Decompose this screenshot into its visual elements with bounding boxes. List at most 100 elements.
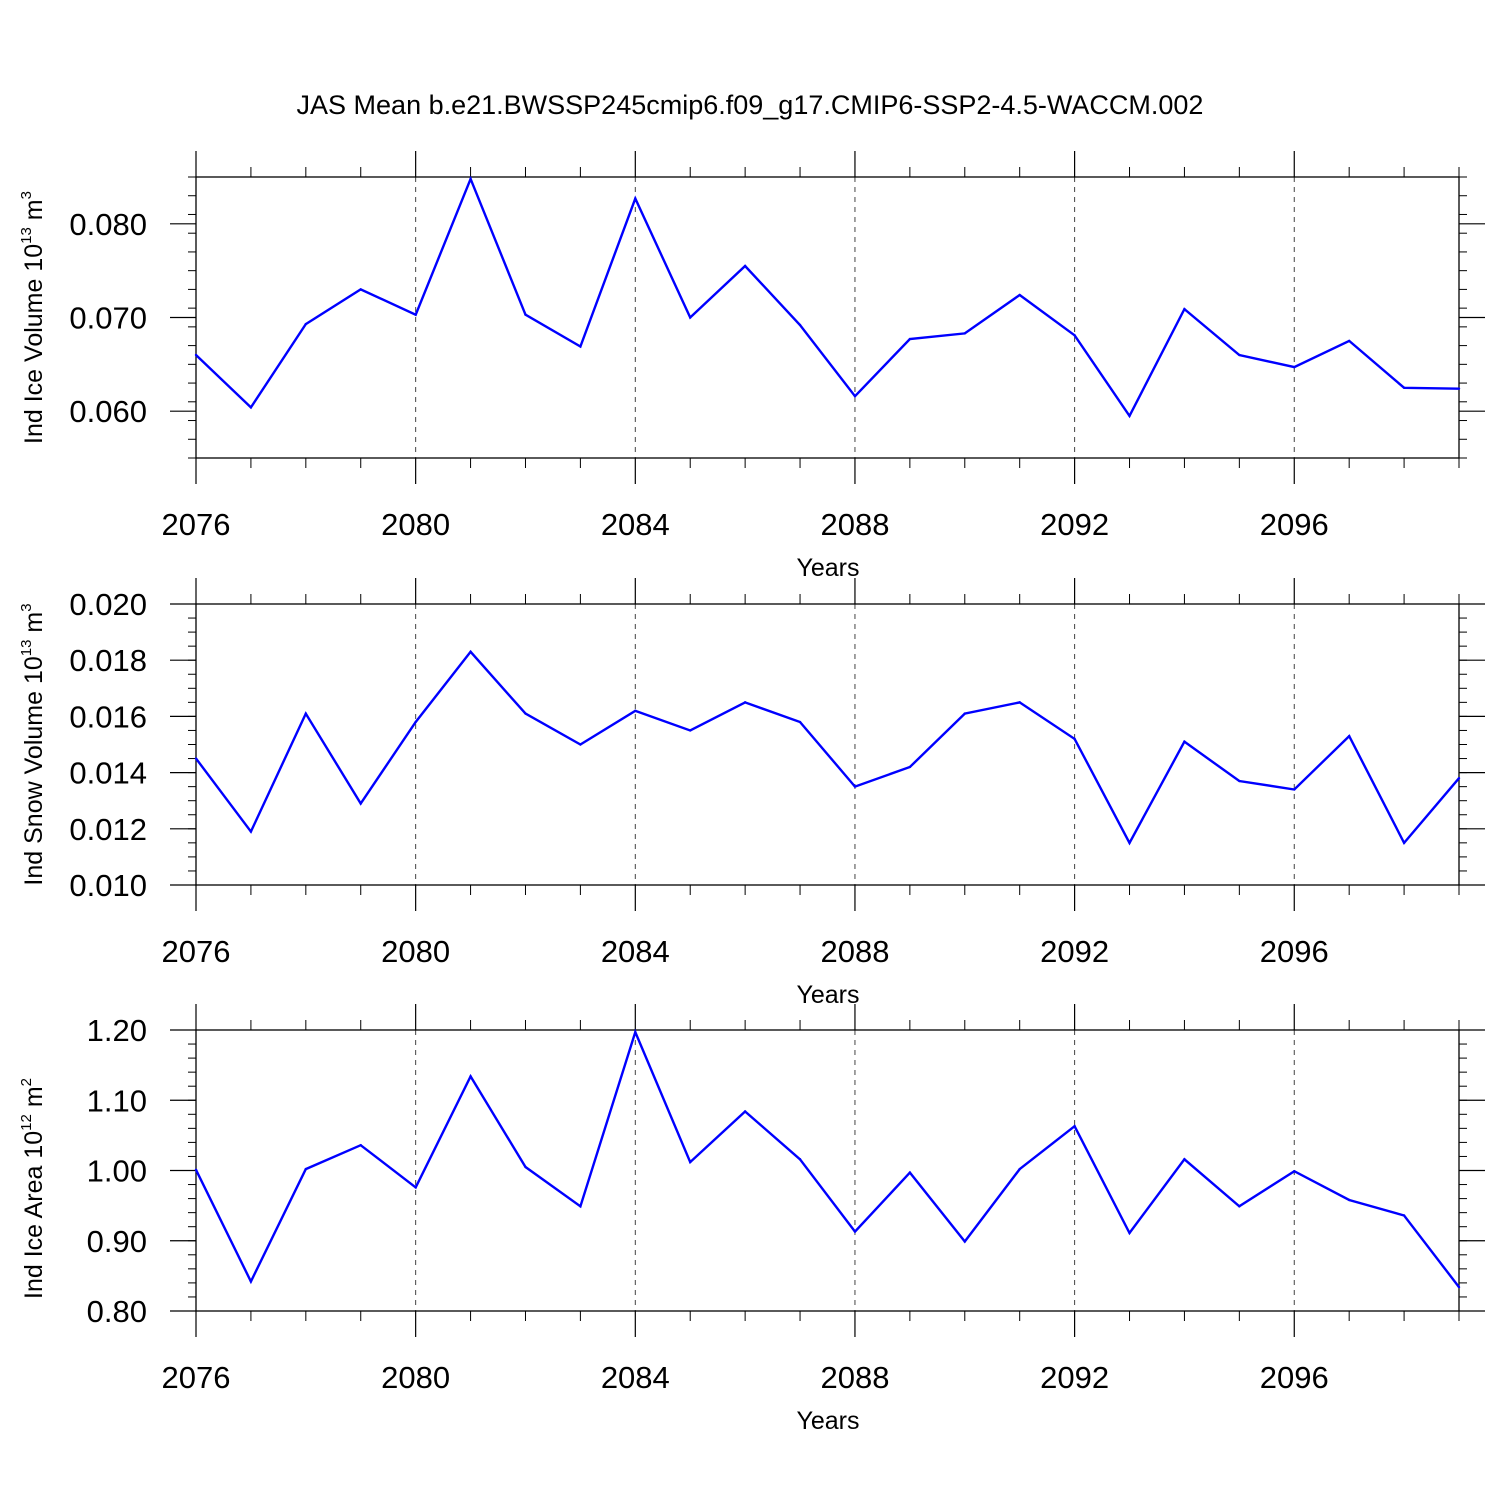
data-point bbox=[249, 830, 253, 833]
data-point bbox=[1128, 414, 1131, 418]
x-tick-label: 2096 bbox=[1260, 507, 1329, 542]
data-point bbox=[469, 650, 472, 653]
panels: 0.060 0.070 0.080 2076 2080 2084 2088 2092 2096 Y… bbox=[18, 151, 1485, 1435]
x-tick-label: 2092 bbox=[1040, 934, 1109, 969]
data-point bbox=[743, 701, 747, 704]
data-point bbox=[249, 406, 253, 409]
data-point bbox=[1293, 1170, 1296, 1173]
y-axis-label-main: Ind Snow Volume 10 bbox=[20, 656, 48, 885]
data-point bbox=[304, 712, 308, 715]
x-tick-label: 2084 bbox=[601, 507, 670, 542]
panel-3: 0.80 0.90 1.00 1.10 1.20 2076 2080 2084 2088 2092… bbox=[18, 1004, 1485, 1435]
data-point bbox=[304, 322, 308, 326]
x-tick-label: 2076 bbox=[162, 1360, 231, 1395]
y-tick-label: 0.010 bbox=[69, 868, 147, 903]
x-tick-label: 2084 bbox=[601, 1360, 670, 1395]
data-point bbox=[1347, 1198, 1351, 1202]
y-tick-label: 0.014 bbox=[69, 756, 147, 791]
y-tick-label: 0.018 bbox=[69, 643, 147, 678]
y-axis-label-unit: m bbox=[20, 612, 48, 640]
data-point bbox=[1457, 1285, 1461, 1289]
data-point bbox=[1457, 387, 1461, 390]
x-axis-label: Years bbox=[796, 981, 859, 1009]
x-tick-label: 2088 bbox=[820, 1360, 889, 1395]
data-point bbox=[798, 323, 802, 327]
data-point bbox=[414, 1186, 417, 1189]
series-line bbox=[195, 649, 1460, 846]
data-point bbox=[194, 353, 198, 357]
x-tick-label: 2080 bbox=[381, 1360, 450, 1395]
data-point bbox=[1183, 1158, 1186, 1161]
y-axis-label-unit-exponent: 2 bbox=[18, 1078, 35, 1086]
data-point bbox=[1018, 1167, 1021, 1171]
data-point bbox=[1238, 779, 1241, 783]
data-point bbox=[414, 313, 417, 316]
data-point bbox=[743, 264, 747, 268]
data-point bbox=[1402, 1214, 1406, 1217]
data-point bbox=[634, 709, 637, 712]
y-axis-label: Ind Ice Volume 1013 m3 bbox=[18, 191, 48, 444]
data-point bbox=[963, 1240, 966, 1243]
data-point bbox=[524, 1165, 527, 1169]
data-point bbox=[249, 1280, 253, 1283]
y-tick-label: 0.080 bbox=[69, 207, 147, 242]
data-point bbox=[689, 316, 692, 319]
data-point bbox=[798, 720, 802, 724]
data-point bbox=[853, 1230, 857, 1233]
data-point bbox=[1018, 701, 1021, 704]
x-tick-label: 2080 bbox=[381, 934, 450, 969]
data-point bbox=[1073, 737, 1076, 741]
data-point bbox=[743, 1110, 747, 1113]
data-point bbox=[1128, 1231, 1131, 1235]
y-tick-label: 1.00 bbox=[87, 1154, 147, 1189]
x-tick-label: 2096 bbox=[1260, 934, 1329, 969]
data-point bbox=[469, 177, 472, 181]
x-axis-label: Years bbox=[796, 554, 859, 582]
data-point bbox=[524, 313, 527, 316]
figure-title: JAS Mean b.e21.BWSSP245cmip6.f09_g17.CMI… bbox=[297, 90, 1204, 120]
y-axis-label-unit-exponent: 3 bbox=[18, 603, 35, 611]
data-point bbox=[579, 345, 582, 348]
data-point bbox=[853, 785, 857, 788]
series-line bbox=[194, 1028, 1460, 1288]
y-tick-label: 0.060 bbox=[69, 394, 147, 429]
data-point bbox=[908, 337, 912, 341]
data-point bbox=[1238, 1205, 1241, 1208]
data-point bbox=[359, 1144, 362, 1147]
data-point bbox=[1238, 353, 1241, 357]
y-axis-label-main: Ind Ice Volume 10 bbox=[20, 244, 48, 444]
y-tick-label: 0.020 bbox=[69, 587, 147, 622]
plot-frame bbox=[195, 176, 1460, 459]
x-tick-label: 2096 bbox=[1260, 1360, 1329, 1395]
y-tick-label: 1.20 bbox=[87, 1013, 147, 1048]
data-point bbox=[1402, 841, 1406, 845]
series-line bbox=[195, 175, 1460, 419]
plot-frame bbox=[195, 1029, 1460, 1312]
x-axis-label: Years bbox=[796, 1407, 859, 1435]
panel-2: 0.010 0.012 0.014 0.016 0.018 0.020 2076 2080 20… bbox=[18, 578, 1485, 1009]
x-tick-label: 2088 bbox=[820, 934, 889, 969]
x-tick-label: 2092 bbox=[1040, 507, 1109, 542]
x-tick-label: 2084 bbox=[601, 934, 670, 969]
data-point bbox=[689, 729, 692, 732]
data-point bbox=[194, 1168, 198, 1171]
y-axis-label-exponent: 13 bbox=[18, 227, 35, 244]
panel-1: 0.060 0.070 0.080 2076 2080 2084 2088 2092 2096 Y… bbox=[18, 151, 1485, 582]
data-point bbox=[359, 288, 362, 291]
data-point bbox=[524, 712, 527, 715]
data-point bbox=[1347, 734, 1351, 738]
x-tick-label: 2076 bbox=[162, 934, 231, 969]
data-point bbox=[798, 1158, 802, 1161]
y-tick-label: 0.80 bbox=[87, 1294, 147, 1329]
x-tick-label: 2076 bbox=[162, 507, 231, 542]
data-point bbox=[579, 1205, 582, 1208]
data-point bbox=[1183, 740, 1186, 743]
x-tick-label: 2088 bbox=[820, 507, 889, 542]
y-tick-label: 0.070 bbox=[69, 301, 147, 336]
data-point bbox=[359, 802, 362, 805]
x-tick-label: 2092 bbox=[1040, 1360, 1109, 1395]
y-axis-label-unit: m bbox=[20, 1086, 48, 1114]
data-point bbox=[1293, 788, 1296, 791]
y-tick-label: 0.90 bbox=[87, 1224, 147, 1259]
